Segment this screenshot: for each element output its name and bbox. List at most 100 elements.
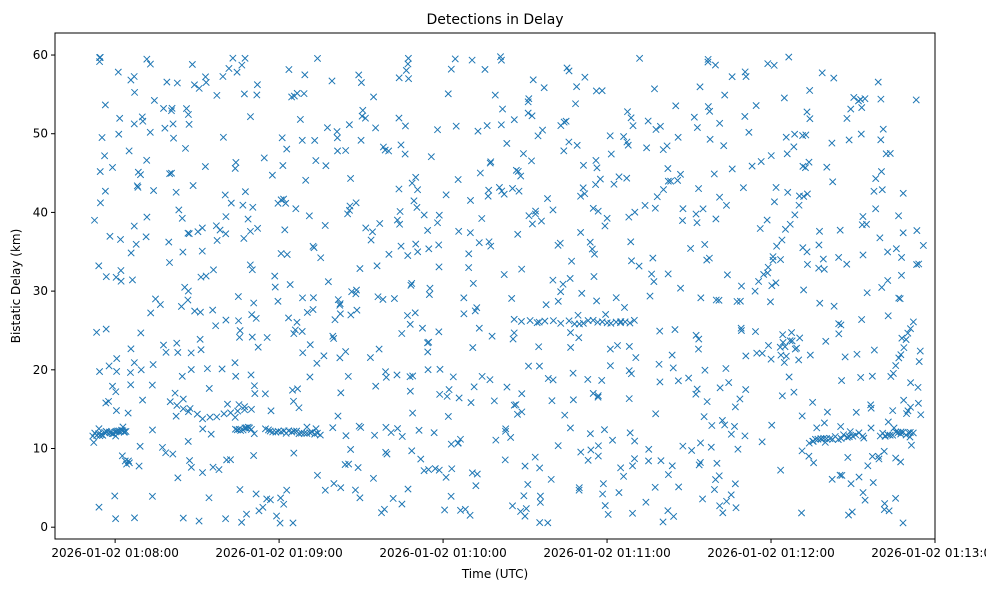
data-point xyxy=(244,215,252,223)
data-point xyxy=(393,216,401,224)
data-point xyxy=(333,128,341,136)
data-point xyxy=(657,457,665,465)
data-point xyxy=(850,93,858,101)
data-point xyxy=(861,95,869,103)
data-point xyxy=(678,217,687,225)
data-point xyxy=(693,123,701,132)
data-point xyxy=(623,108,632,116)
data-point xyxy=(872,205,880,213)
data-point xyxy=(646,292,654,300)
data-point xyxy=(298,136,306,144)
data-point xyxy=(916,347,924,355)
data-point xyxy=(648,270,656,278)
data-point xyxy=(372,382,380,390)
data-point xyxy=(313,471,322,479)
data-point xyxy=(892,494,900,502)
data-point xyxy=(782,133,790,141)
data-point xyxy=(823,408,831,416)
data-point xyxy=(410,197,418,205)
data-point xyxy=(303,308,311,317)
data-point xyxy=(880,505,888,514)
data-point xyxy=(283,486,291,494)
data-point xyxy=(520,492,528,500)
data-point xyxy=(344,372,352,380)
data-point xyxy=(390,295,398,303)
data-point xyxy=(179,248,187,256)
data-point xyxy=(111,492,119,500)
data-point xyxy=(606,132,614,140)
data-point xyxy=(886,431,894,439)
data-point xyxy=(711,61,720,69)
data-point xyxy=(513,410,522,418)
data-point xyxy=(852,431,860,439)
data-point xyxy=(540,84,548,92)
data-point xyxy=(906,403,915,411)
data-point xyxy=(222,316,230,324)
data-point xyxy=(652,125,660,134)
data-point xyxy=(579,184,587,192)
data-point xyxy=(323,124,332,132)
data-point xyxy=(806,86,814,95)
data-point xyxy=(267,407,275,415)
data-point xyxy=(199,425,207,433)
data-point xyxy=(367,236,375,244)
data-point xyxy=(510,116,518,124)
data-point xyxy=(620,303,629,312)
data-point xyxy=(828,139,836,147)
data-point xyxy=(549,276,557,284)
data-point xyxy=(748,162,756,170)
data-point xyxy=(223,456,231,464)
data-point xyxy=(868,452,876,460)
data-point xyxy=(232,372,240,380)
data-point xyxy=(501,427,510,435)
data-point xyxy=(396,207,404,216)
data-point xyxy=(442,473,450,481)
data-point xyxy=(198,247,206,255)
data-point xyxy=(820,419,828,427)
data-point xyxy=(143,55,151,63)
data-point xyxy=(705,254,713,262)
data-point xyxy=(625,213,633,221)
data-point xyxy=(250,451,258,460)
data-point xyxy=(238,61,246,69)
data-point xyxy=(213,236,221,245)
data-point xyxy=(219,133,227,141)
data-point xyxy=(130,222,138,230)
data-point xyxy=(443,392,451,400)
data-point xyxy=(266,427,274,435)
data-point xyxy=(436,365,444,373)
data-point xyxy=(271,283,279,291)
data-point xyxy=(115,130,123,138)
data-point xyxy=(425,291,433,299)
data-point xyxy=(342,348,350,356)
data-point xyxy=(589,316,597,324)
data-point xyxy=(130,120,138,128)
data-point xyxy=(368,228,377,236)
data-point xyxy=(248,266,256,274)
data-point xyxy=(298,327,306,335)
data-point xyxy=(130,514,139,522)
data-point xyxy=(745,128,753,136)
data-point xyxy=(397,141,405,149)
data-point xyxy=(186,457,194,465)
data-point xyxy=(242,510,251,518)
data-point xyxy=(632,354,640,362)
data-point xyxy=(630,316,638,324)
data-point xyxy=(547,475,555,483)
data-point xyxy=(199,415,207,423)
data-point xyxy=(786,337,794,345)
data-point xyxy=(565,317,573,325)
data-point xyxy=(758,349,766,357)
data-point xyxy=(644,457,653,465)
data-point xyxy=(231,164,239,173)
data-point xyxy=(404,252,412,260)
data-point xyxy=(120,428,128,436)
data-point xyxy=(769,253,777,261)
data-point xyxy=(820,434,828,442)
data-point xyxy=(915,260,923,268)
data-point xyxy=(502,425,510,433)
data-point xyxy=(615,489,623,497)
data-point xyxy=(242,424,250,432)
data-point xyxy=(758,438,766,446)
data-point xyxy=(124,457,133,465)
